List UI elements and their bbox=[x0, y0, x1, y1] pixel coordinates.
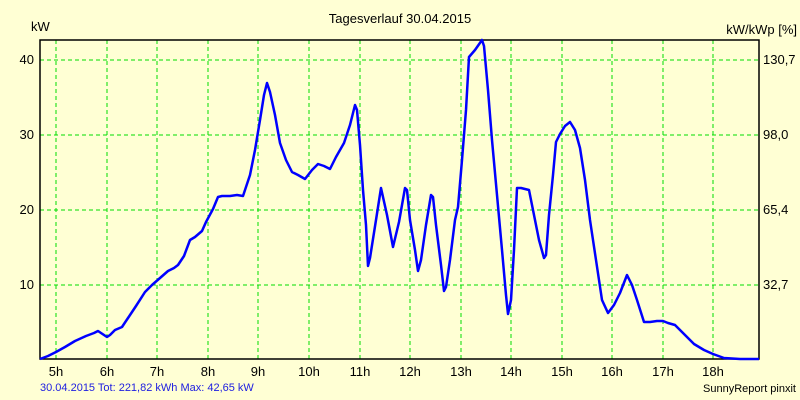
x-tick: 9h bbox=[250, 364, 266, 379]
grid-lines bbox=[40, 40, 759, 359]
x-tick: 16h bbox=[601, 364, 623, 379]
x-tick: 6h bbox=[99, 364, 115, 379]
x-tick: 17h bbox=[652, 364, 674, 379]
daily-summary: 30.04.2015 Tot: 221,82 kWh Max: 42,65 kW bbox=[40, 382, 254, 394]
x-tick: 5h bbox=[48, 364, 64, 379]
x-tick: 15h bbox=[551, 364, 573, 379]
y-left-tick: 30 bbox=[19, 127, 34, 142]
y-right-tick: 32,7 bbox=[763, 277, 789, 292]
y-left-tick: 10 bbox=[19, 277, 34, 292]
y-left-tick: 20 bbox=[19, 202, 34, 217]
y-right-tick: 65,4 bbox=[763, 202, 789, 217]
y-axis-right-label: kW/kWp [%] bbox=[726, 22, 797, 37]
x-tick: 12h bbox=[399, 364, 421, 379]
x-tick: 8h bbox=[200, 364, 216, 379]
x-tick: 11h bbox=[349, 364, 371, 379]
y-right-tick: 130,7 bbox=[763, 52, 796, 67]
x-tick: 7h bbox=[149, 364, 165, 379]
power-line bbox=[39, 38, 759, 361]
chart-title: Tagesverlauf 30.04.2015 bbox=[328, 11, 472, 26]
x-tick: 13h bbox=[450, 364, 472, 379]
plot-frame bbox=[39, 39, 760, 360]
brand-label: SunnyReport pinxit bbox=[703, 383, 796, 395]
x-tick: 18h bbox=[702, 364, 724, 379]
x-tick: 10h bbox=[298, 364, 320, 379]
y-axis-left-label: kW bbox=[31, 19, 50, 34]
x-tick: 14h bbox=[500, 364, 522, 379]
y-right-tick: 98,0 bbox=[763, 127, 789, 142]
y-left-tick: 40 bbox=[19, 52, 34, 67]
